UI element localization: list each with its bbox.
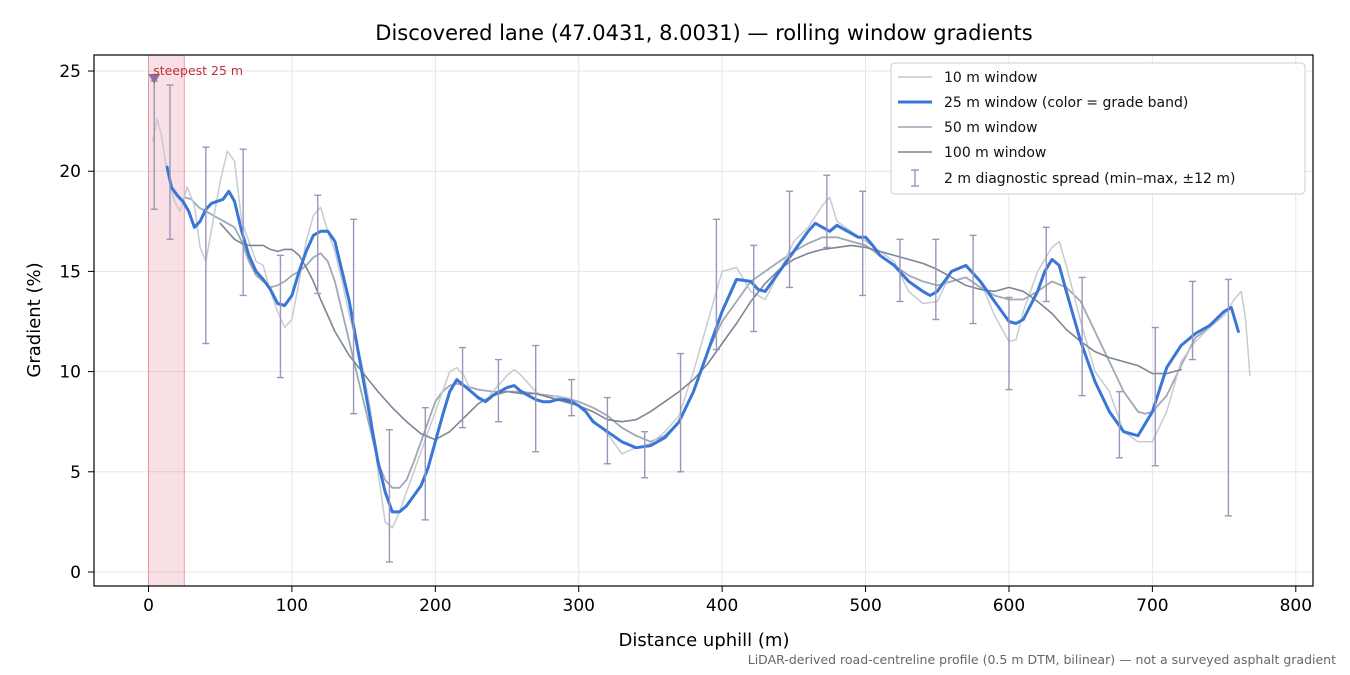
legend-swatch-diagnostic	[911, 169, 919, 187]
y-axis-ticks: 0 5 10 15 20 25	[59, 62, 94, 583]
y-tick-label: 25	[59, 62, 81, 82]
y-tick-label: 20	[59, 162, 81, 182]
steepest-label: steepest 25 m	[153, 63, 243, 78]
diagnostic-error-bar	[421, 406, 429, 521]
legend: 10 m window 25 m window (color = grade b…	[890, 62, 1306, 195]
diagnostic-error-bar	[932, 238, 940, 321]
diagnostic-error-bar	[677, 352, 685, 473]
diagnostic-error-bar	[712, 218, 720, 351]
diagnostic-error-bar	[314, 194, 322, 295]
x-tick-label: 300	[563, 596, 595, 616]
diagnostic-error-bar	[1115, 390, 1123, 459]
x-tick-label: 700	[1136, 596, 1168, 616]
diagnostic-error-bar	[750, 244, 758, 333]
chart-title: Discovered lane (47.0431, 8.0031) — roll…	[375, 21, 1032, 45]
diagnostic-error-bar	[1042, 226, 1050, 303]
series-line-100m	[219, 222, 1182, 441]
y-tick-label: 15	[59, 262, 81, 282]
series-line-50m	[183, 196, 1211, 489]
diagnostic-error-bar	[494, 358, 502, 423]
diagnostic-error-bar	[239, 148, 247, 297]
footnote: LiDAR-derived road-centreline profile (0…	[748, 652, 1336, 667]
diagnostic-error-bar	[350, 218, 358, 415]
legend-label-25m: 25 m window (color = grade band)	[944, 95, 1188, 111]
diagnostic-error-bar	[568, 378, 576, 417]
diagnostic-error-bar	[385, 429, 393, 563]
x-tick-label: 500	[849, 596, 881, 616]
x-tick-label: 800	[1280, 596, 1312, 616]
diagnostic-error-bar	[1005, 296, 1013, 391]
diagnostic-error-bar	[459, 346, 467, 429]
steepest-marker	[148, 74, 161, 85]
x-axis-ticks: 0 100 200 300 400 500 600 700 800	[143, 586, 1312, 616]
legend-label-10m: 10 m window	[944, 70, 1037, 86]
legend-label-50m: 50 m window	[944, 120, 1037, 136]
diagnostic-error-bar	[859, 190, 867, 297]
diagnostic-error-bar	[1189, 280, 1197, 361]
diagnostic-error-bar	[603, 396, 611, 465]
diagnostic-error-bar	[1151, 326, 1159, 467]
y-tick-label: 0	[70, 563, 81, 583]
y-tick-label: 10	[59, 363, 81, 383]
x-tick-label: 200	[419, 596, 451, 616]
diagnostic-error-bar	[969, 234, 977, 325]
diagnostic-error-bar	[202, 146, 210, 345]
diagnostic-error-bar	[823, 174, 831, 249]
diagnostic-error-bar	[1224, 278, 1232, 517]
legend-label-diagnostic: 2 m diagnostic spread (min–max, ±12 m)	[944, 171, 1235, 187]
diagnostic-error-bar	[1078, 276, 1086, 397]
x-tick-label: 0	[143, 596, 154, 616]
y-axis-label: Gradient (%)	[24, 262, 45, 377]
diagnostic-error-bar	[641, 431, 649, 479]
diagnostic-error-bar	[786, 190, 794, 289]
plot-frame	[93, 54, 1314, 587]
y-tick-label: 5	[70, 463, 81, 483]
diagnostic-error-bar	[276, 254, 284, 379]
legend-box	[890, 62, 1306, 195]
x-tick-label: 100	[276, 596, 308, 616]
legend-label-100m: 100 m window	[944, 145, 1046, 161]
x-tick-label: 600	[993, 596, 1025, 616]
x-tick-label: 400	[706, 596, 738, 616]
diagnostic-error-bar	[896, 238, 904, 303]
x-axis-label: Distance uphill (m)	[619, 630, 790, 651]
diagnostic-error-bars	[150, 80, 1232, 563]
steepest-marker-group: steepest 25 m	[148, 63, 243, 85]
diagnostic-error-bar	[532, 344, 540, 453]
diagnostic-error-bar	[166, 84, 174, 241]
